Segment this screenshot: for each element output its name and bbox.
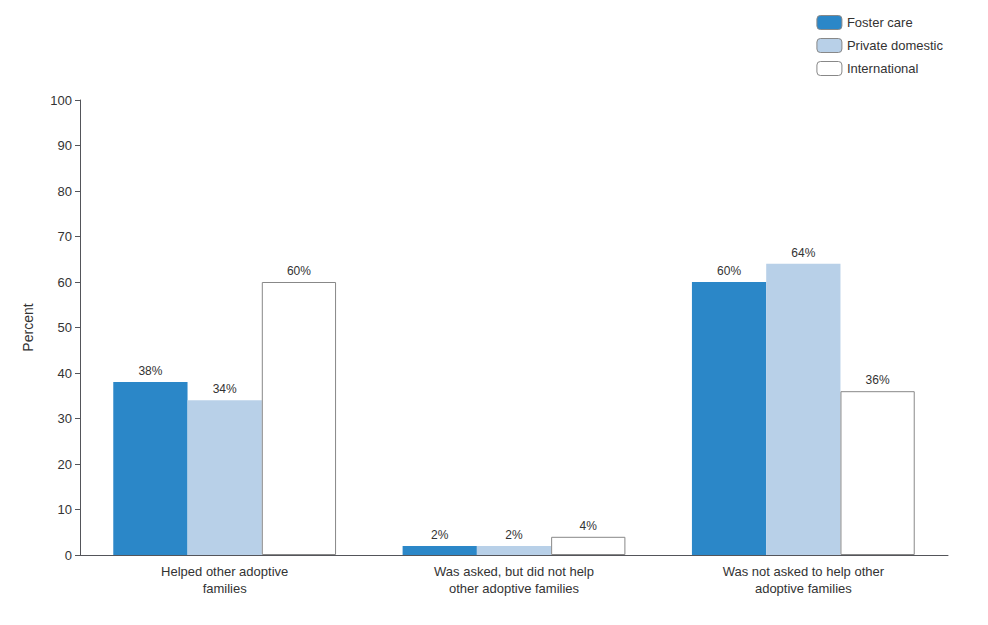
svg-text:90: 90 (58, 138, 72, 153)
svg-text:Percent: Percent (20, 303, 36, 351)
svg-text:36%: 36% (866, 373, 890, 387)
svg-text:adoptive families: adoptive families (755, 581, 852, 596)
svg-text:0: 0 (65, 548, 72, 563)
svg-text:Was not asked to help other: Was not asked to help other (723, 564, 885, 579)
svg-text:64%: 64% (791, 246, 815, 260)
svg-text:30: 30 (58, 411, 72, 426)
svg-text:40: 40 (58, 366, 72, 381)
svg-text:80: 80 (58, 184, 72, 199)
svg-text:2%: 2% (505, 528, 523, 542)
svg-text:International: International (847, 61, 919, 76)
svg-text:20: 20 (58, 457, 72, 472)
svg-text:60: 60 (58, 275, 72, 290)
svg-text:2%: 2% (431, 528, 449, 542)
svg-text:50: 50 (58, 320, 72, 335)
svg-text:other adoptive families: other adoptive families (449, 581, 580, 596)
svg-text:60%: 60% (287, 264, 311, 278)
svg-text:Was asked, but did not help: Was asked, but did not help (434, 564, 594, 579)
svg-text:34%: 34% (213, 382, 237, 396)
svg-text:100: 100 (50, 93, 72, 108)
svg-text:10: 10 (58, 502, 72, 517)
svg-text:Private domestic: Private domestic (847, 38, 944, 53)
svg-text:Helped other adoptive: Helped other adoptive (161, 564, 288, 579)
svg-text:4%: 4% (580, 519, 598, 533)
svg-text:38%: 38% (138, 364, 162, 378)
svg-text:70: 70 (58, 229, 72, 244)
svg-text:Foster care: Foster care (847, 15, 913, 30)
svg-text:60%: 60% (717, 264, 741, 278)
svg-text:families: families (203, 581, 248, 596)
